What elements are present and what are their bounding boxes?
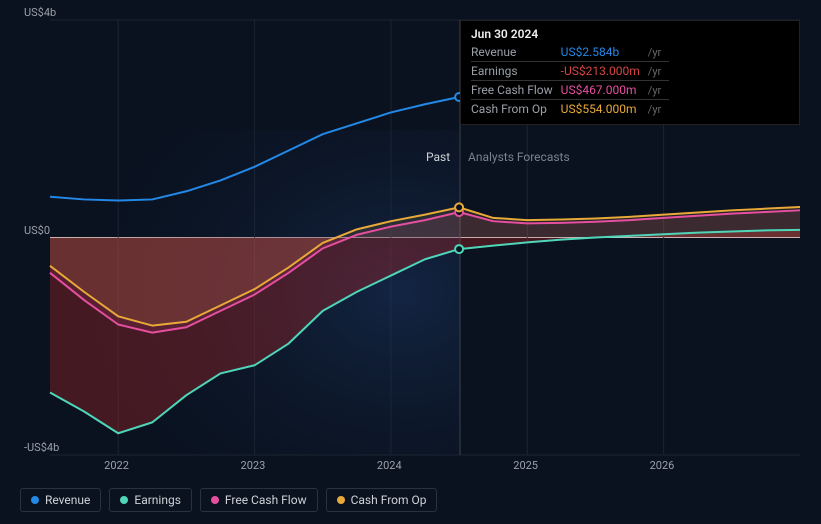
tooltip-row: RevenueUS$2.584b/yr (471, 43, 669, 62)
tooltip-row-value: US$2.584b (561, 43, 648, 62)
tooltip-row-value: -US$213.000m (561, 62, 648, 81)
legend-label: Earnings (134, 493, 181, 507)
tooltip-row-unit: /yr (648, 43, 669, 62)
legend-dot-icon (337, 496, 345, 504)
tooltip-row-value: US$554.000m (561, 100, 648, 119)
x-axis-label: 2026 (650, 459, 675, 472)
x-axis-label: 2025 (513, 459, 538, 472)
tooltip-row-label: Free Cash Flow (471, 81, 561, 100)
legend-label: Revenue (45, 493, 90, 507)
tooltip-row: Earnings-US$213.000m/yr (471, 62, 669, 81)
past-label: Past (426, 150, 450, 164)
tooltip-row-label: Cash From Op (471, 100, 561, 119)
legend-item-revenue[interactable]: Revenue (20, 488, 101, 512)
tooltip-row-label: Earnings (471, 62, 561, 81)
legend-label: Cash From Op (351, 493, 427, 507)
legend-dot-icon (211, 496, 219, 504)
legend-item-earnings[interactable]: Earnings (109, 488, 192, 512)
y-axis-label: US$4b (24, 6, 56, 19)
y-axis-label: -US$4b (24, 441, 59, 454)
tooltip-table: RevenueUS$2.584b/yrEarnings-US$213.000m/… (471, 43, 669, 118)
legend-dot-icon (31, 496, 39, 504)
tooltip-row: Cash From OpUS$554.000m/yr (471, 100, 669, 119)
tooltip-row-unit: /yr (648, 81, 669, 100)
chart-container: Jun 30 2024 RevenueUS$2.584b/yrEarnings-… (0, 0, 821, 524)
y-axis-label: US$0 (24, 224, 50, 237)
x-axis-label: 2023 (241, 459, 266, 472)
legend-label: Free Cash Flow (225, 493, 307, 507)
tooltip-date: Jun 30 2024 (471, 27, 789, 41)
tooltip-row-value: US$467.000m (561, 81, 648, 100)
legend-item-cash_from_op[interactable]: Cash From Op (326, 488, 438, 512)
x-axis-label: 2024 (377, 459, 402, 472)
tooltip-row: Free Cash FlowUS$467.000m/yr (471, 81, 669, 100)
chart-tooltip: Jun 30 2024 RevenueUS$2.584b/yrEarnings-… (460, 20, 800, 125)
x-axis-label: 2022 (104, 459, 129, 472)
legend-item-free_cash_flow[interactable]: Free Cash Flow (200, 488, 318, 512)
forecast-label: Analysts Forecasts (468, 150, 570, 164)
tooltip-row-label: Revenue (471, 43, 561, 62)
chart-legend: Revenue Earnings Free Cash Flow Cash From O… (20, 488, 437, 512)
tooltip-row-unit: /yr (648, 100, 669, 119)
legend-dot-icon (120, 496, 128, 504)
tooltip-row-unit: /yr (648, 62, 669, 81)
